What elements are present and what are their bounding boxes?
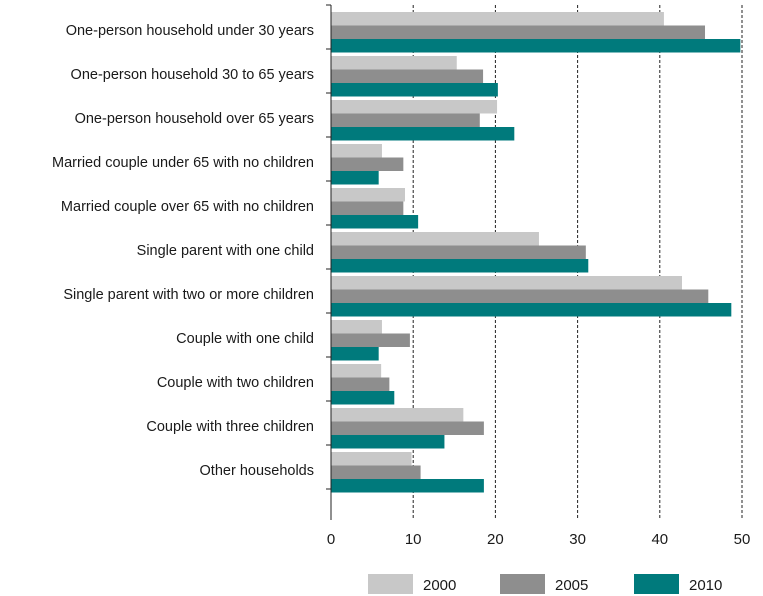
value-axis [326,4,332,520]
bar-2005-5 [331,245,586,259]
bar-2005-2 [331,113,480,127]
tick-label-20: 20 [487,531,504,548]
bar-2005-8 [331,377,390,391]
category-label-5: Single parent with one child [137,243,314,259]
legend-swatch-2005 [500,574,545,594]
bar-2010-5 [331,259,589,273]
bar-2005-1 [331,69,484,83]
category-label-7: Couple with one child [176,331,314,347]
bar-2000-4 [331,188,405,202]
bar-2010-6 [331,303,732,317]
bar-2005-4 [331,201,404,215]
category-label-3: Married couple under 65 with no children [52,155,314,171]
tick-label-10: 10 [405,531,422,548]
bar-2005-3 [331,157,404,171]
bar-2010-2 [331,127,515,141]
legend-swatch-2010 [634,574,679,594]
legend-swatch-2000 [368,574,413,594]
bar-2010-4 [331,215,419,229]
bar-2000-1 [331,56,457,70]
bar-2000-7 [331,320,382,334]
legend: 2000 2005 2010 [368,574,722,594]
bars [331,12,741,493]
bar-2000-5 [331,232,539,246]
bar-2000-0 [331,12,664,26]
tick-label-40: 40 [651,531,668,548]
bar-2005-0 [331,25,706,39]
bar-2000-10 [331,452,412,466]
bar-2010-0 [331,39,741,53]
category-labels: One-person household under 30 years One-p… [52,23,314,479]
category-label-6: Single parent with two or more children [63,287,314,303]
tick-label-50: 50 [734,531,751,548]
bar-2005-9 [331,421,484,435]
bar-2000-2 [331,100,498,114]
tick-labels: 0 10 20 30 40 50 [327,531,751,548]
category-label-0: One-person household under 30 years [66,23,314,39]
bar-2000-8 [331,364,382,378]
bar-2005-6 [331,289,709,303]
bar-2005-7 [331,333,410,347]
bar-2005-10 [331,465,421,479]
category-label-1: One-person household 30 to 65 years [71,67,314,83]
bar-2010-9 [331,435,445,449]
category-label-8: Couple with two children [157,375,314,391]
legend-label-2010: 2010 [689,577,722,594]
bar-2000-9 [331,408,464,422]
bar-2000-6 [331,276,682,290]
category-label-10: Other households [200,463,314,479]
bar-2010-7 [331,347,379,361]
category-label-9: Couple with three children [146,419,314,435]
bar-2010-1 [331,83,498,97]
bar-2010-8 [331,391,395,405]
bar-2010-3 [331,171,379,185]
bar-2010-10 [331,479,484,493]
category-label-2: One-person household over 65 years [75,111,314,127]
category-label-4: Married couple over 65 with no children [61,199,314,215]
tick-label-30: 30 [569,531,586,548]
legend-label-2005: 2005 [555,577,588,594]
tick-label-0: 0 [327,531,335,548]
legend-label-2000: 2000 [423,577,456,594]
bar-2000-3 [331,144,382,158]
